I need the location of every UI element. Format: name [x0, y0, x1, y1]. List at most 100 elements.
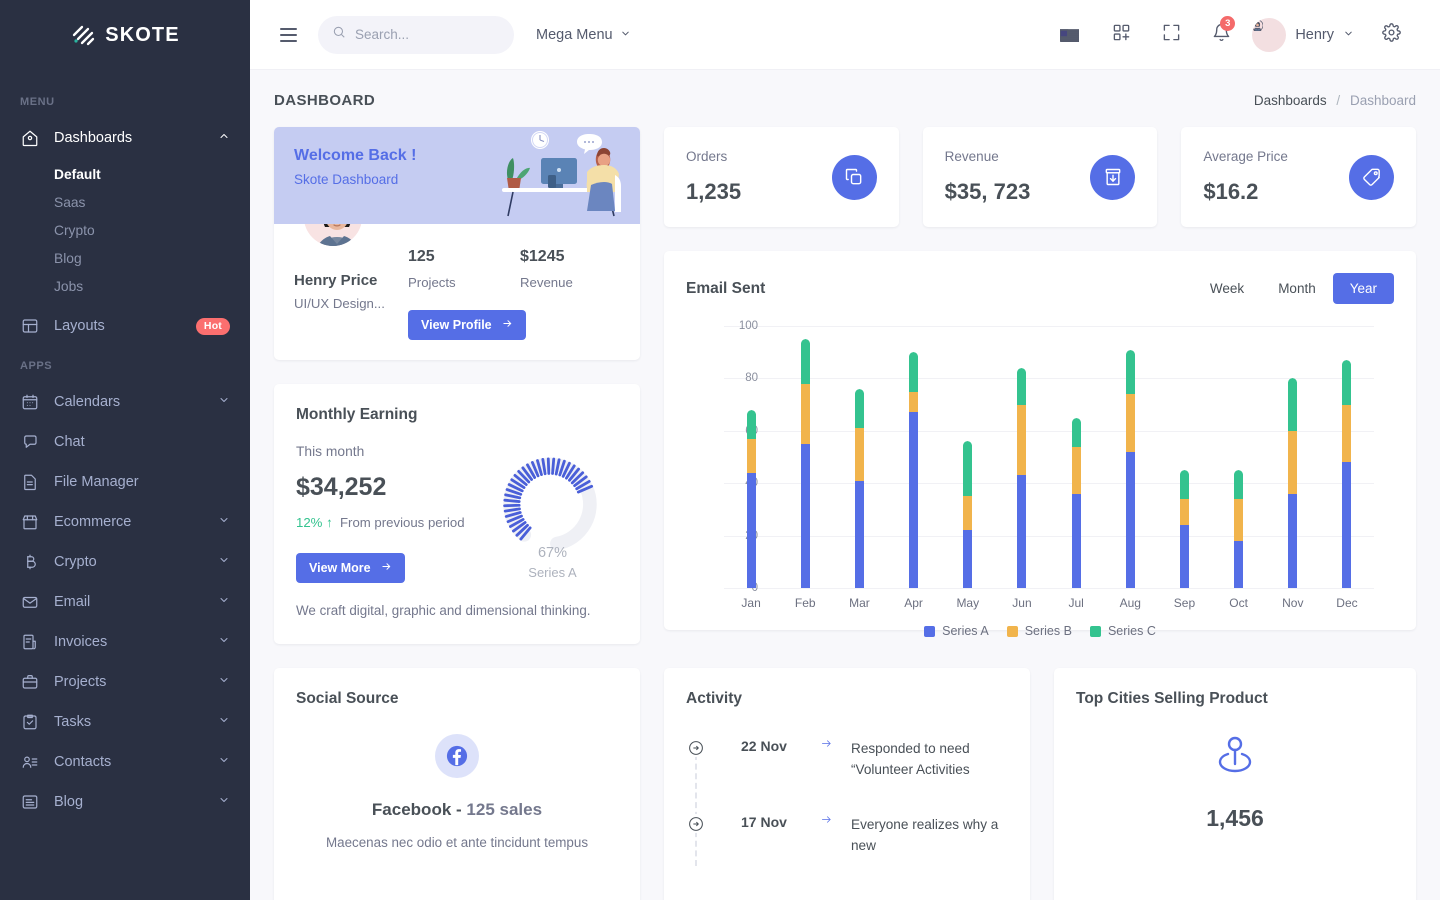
mega-menu-button[interactable]: Mega Menu — [536, 27, 631, 43]
legend-item[interactable]: Series C — [1089, 624, 1156, 638]
chart-bar-slot[interactable] — [1320, 326, 1374, 588]
fullscreen-button[interactable] — [1146, 0, 1196, 70]
view-more-button[interactable]: View More — [296, 553, 405, 584]
sidebar-subitem-blog[interactable]: Blog — [54, 250, 82, 266]
legend-item[interactable]: Series A — [924, 624, 989, 638]
chart-bar[interactable] — [1071, 417, 1081, 588]
sidebar-subitem-jobs[interactable]: Jobs — [54, 278, 84, 294]
stat-value: 125 — [408, 248, 435, 265]
chart-bar-segment — [909, 352, 919, 392]
chart-bar[interactable] — [1288, 378, 1298, 588]
monthly-earning-body: This month $34,252 12% ↑ From previous p… — [296, 444, 618, 584]
sidebar-item-projects[interactable]: Projects — [0, 662, 250, 702]
gear-icon — [1381, 22, 1401, 47]
sidebar-item-invoices[interactable]: Invoices — [0, 622, 250, 662]
chart-bar[interactable] — [1017, 367, 1027, 588]
brand-name: SKOTE — [105, 23, 180, 46]
language-selector-button[interactable] — [1046, 0, 1096, 70]
legend-item[interactable]: Series B — [1006, 624, 1072, 638]
sidebar-item-layouts[interactable]: Layouts Hot — [0, 306, 250, 346]
sidebar-item-file-manager[interactable]: File Manager — [0, 462, 250, 502]
chart-bar-slot[interactable] — [941, 326, 995, 588]
sidebar-item-label: File Manager — [54, 474, 139, 490]
apps-grid-button[interactable] — [1096, 0, 1146, 70]
sidebar-item-dashboards[interactable]: Dashboards — [0, 118, 250, 158]
sidebar-item-calendars[interactable]: Calendars — [0, 382, 250, 422]
main-area: Mega Menu — [250, 0, 1440, 900]
chart-bar-segment — [1179, 525, 1189, 588]
search-box[interactable] — [318, 15, 514, 54]
workspace-illustration-icon — [484, 127, 634, 224]
chart-bar-slot[interactable] — [832, 326, 886, 588]
sidebar-item-label: Dashboards — [54, 130, 133, 146]
sidebar-subitem-default[interactable]: Default — [54, 166, 101, 182]
sidebar-item-blog[interactable]: Blog — [0, 782, 250, 822]
chart-bar[interactable] — [800, 339, 810, 588]
chevron-down-icon — [218, 514, 230, 530]
chart-bar-segment — [963, 441, 973, 497]
email-sent-title: Email Sent — [686, 279, 766, 297]
chart-bar-slot[interactable] — [1266, 326, 1320, 588]
layout-icon — [20, 316, 40, 336]
activity-date: 17 Nov — [741, 814, 787, 831]
chevron-down-icon — [620, 27, 631, 43]
sidebar-item-ecommerce[interactable]: Ecommerce — [0, 502, 250, 542]
chart-bar-slot[interactable] — [1157, 326, 1211, 588]
chart-bar[interactable] — [1125, 349, 1135, 588]
activity-text: Responded to need “Volunteer Activities — [851, 741, 970, 778]
sidebar-nav: MENU Dashboards Default Saas Crypto Blog… — [0, 70, 250, 822]
social-network-name: Facebook — [371, 800, 452, 820]
sidebar-subitem-crypto[interactable]: Crypto — [54, 222, 95, 238]
list-item[interactable]: 22 Nov Responded to need “Volunteer Acti… — [686, 738, 1008, 780]
activity-card: Activity 22 Nov Responded to need “Volun… — [664, 668, 1030, 900]
activity-text: Everyone realizes why a new — [851, 817, 999, 854]
chart-bar-slot[interactable] — [1049, 326, 1103, 588]
settings-button[interactable] — [1366, 0, 1416, 70]
this-month-label: This month — [296, 444, 365, 459]
sidebar-item-crypto[interactable]: Crypto — [0, 542, 250, 582]
range-week-button[interactable]: Week — [1209, 281, 1245, 296]
welcome-title: Welcome Back ! — [294, 147, 417, 164]
chart-bar[interactable] — [746, 409, 756, 588]
x-axis-tick: Aug — [1119, 596, 1141, 610]
chart-bar[interactable] — [909, 352, 919, 588]
x-axis-tick: Nov — [1282, 596, 1304, 610]
view-profile-button[interactable]: View Profile — [408, 310, 526, 340]
chart-bar[interactable] — [963, 441, 973, 588]
sidebar-item-tasks[interactable]: Tasks — [0, 702, 250, 742]
sidebar-item-contacts[interactable]: Contacts — [0, 742, 250, 782]
social-source-line: Facebook - 125 sales — [372, 800, 542, 820]
chart-bar[interactable] — [854, 388, 864, 588]
chart-bar-slot[interactable] — [1212, 326, 1266, 588]
search-input[interactable] — [355, 27, 500, 42]
arrow-right-icon — [502, 318, 513, 332]
chart-bar-segment — [909, 412, 919, 588]
sidebar-toggle-button[interactable] — [266, 13, 310, 57]
brand-logo-link[interactable]: SKOTE — [0, 0, 250, 70]
notifications-button[interactable]: 3 — [1196, 0, 1246, 70]
sidebar-item-label: Calendars — [54, 394, 121, 410]
range-month-button[interactable]: Month — [1278, 281, 1316, 296]
chart-bar-slot[interactable] — [995, 326, 1049, 588]
bitcoin-icon — [20, 552, 40, 572]
sidebar-item-email[interactable]: Email — [0, 582, 250, 622]
chart-bar-slot[interactable] — [887, 326, 941, 588]
list-item[interactable]: 17 Nov Everyone realizes why a new — [686, 814, 1008, 856]
user-menu-button[interactable]: Henry — [1246, 0, 1366, 70]
stat-card-value: $16.2 — [1203, 179, 1259, 204]
chart-bar-slot[interactable] — [1103, 326, 1157, 588]
sidebar-subitem-saas[interactable]: Saas — [54, 194, 86, 210]
chart-bar[interactable] — [1234, 470, 1244, 588]
radial-label: Series A — [528, 565, 577, 580]
breadcrumb-parent-link[interactable]: Dashboards — [1253, 93, 1327, 108]
sidebar-item-chat[interactable]: Chat — [0, 422, 250, 462]
chart-bar-segment — [746, 438, 756, 473]
circle-arrow-icon — [686, 738, 705, 758]
chevron-up-icon — [218, 130, 230, 146]
chart-bar-slot[interactable] — [778, 326, 832, 588]
chart-bar[interactable] — [1342, 360, 1352, 588]
chart-bar[interactable] — [1179, 470, 1189, 588]
range-year-button[interactable]: Year — [1332, 273, 1394, 304]
chart-bar-slot[interactable] — [724, 326, 778, 588]
